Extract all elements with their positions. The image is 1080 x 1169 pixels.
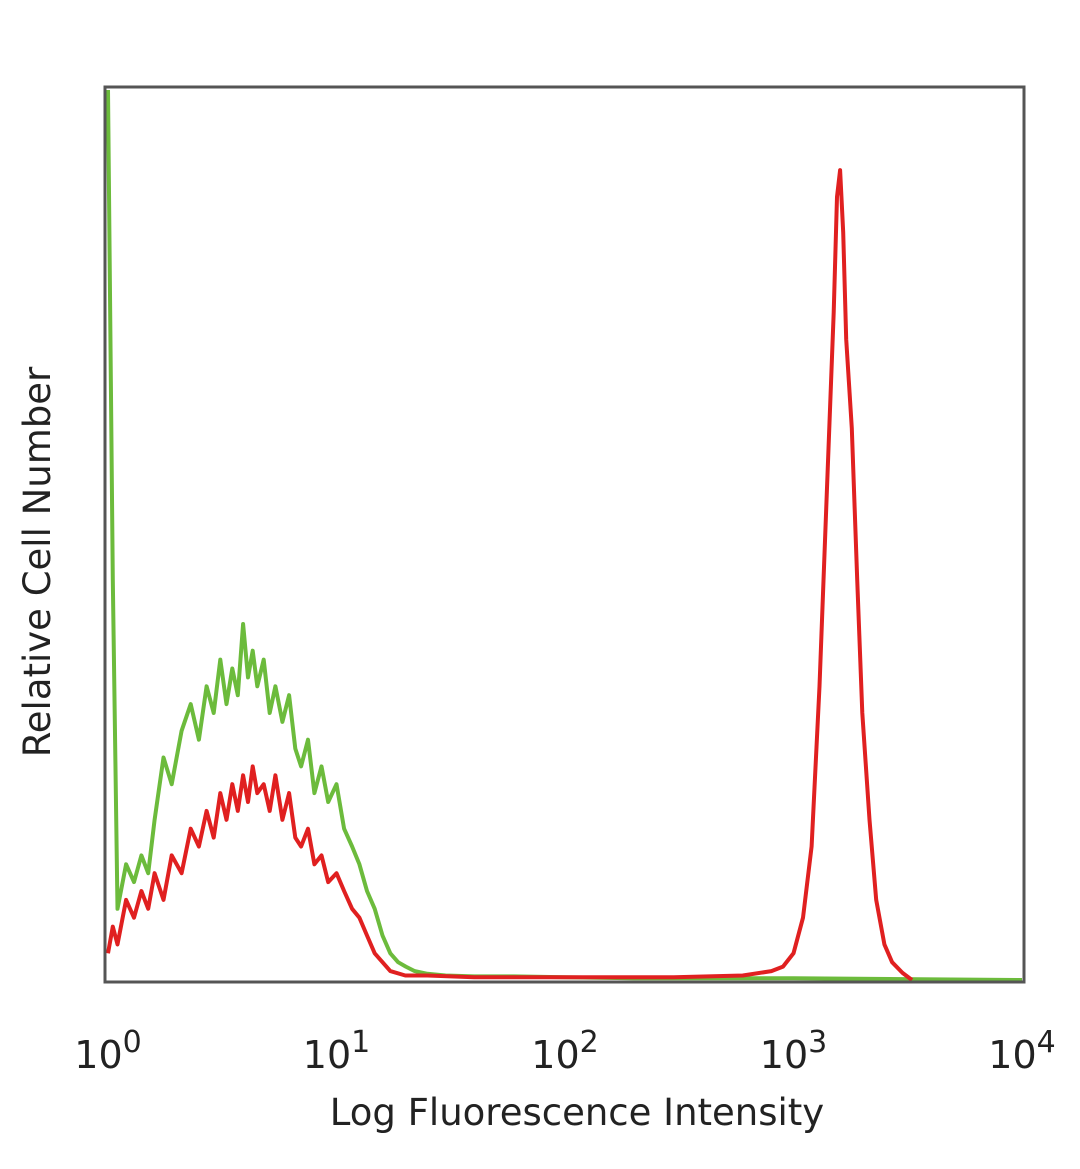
x-tick-label: 103: [760, 1025, 827, 1077]
x-tick-label: 104: [988, 1025, 1055, 1077]
y-axis-label: Relative Cell Number: [16, 366, 59, 757]
plot-frame: [103, 85, 1026, 984]
x-tick-labels: 100 101 102 103 104: [74, 1025, 1055, 1077]
x-tick-label: 101: [303, 1025, 370, 1077]
x-tick-label: 102: [531, 1025, 598, 1077]
plot-background: [105, 87, 1024, 982]
histogram-series-2: [106, 168, 914, 982]
x-axis-label: Log Fluorescence Intensity: [330, 1091, 824, 1134]
series-layer: [106, 89, 1023, 982]
x-tick-label: 100: [74, 1025, 141, 1077]
